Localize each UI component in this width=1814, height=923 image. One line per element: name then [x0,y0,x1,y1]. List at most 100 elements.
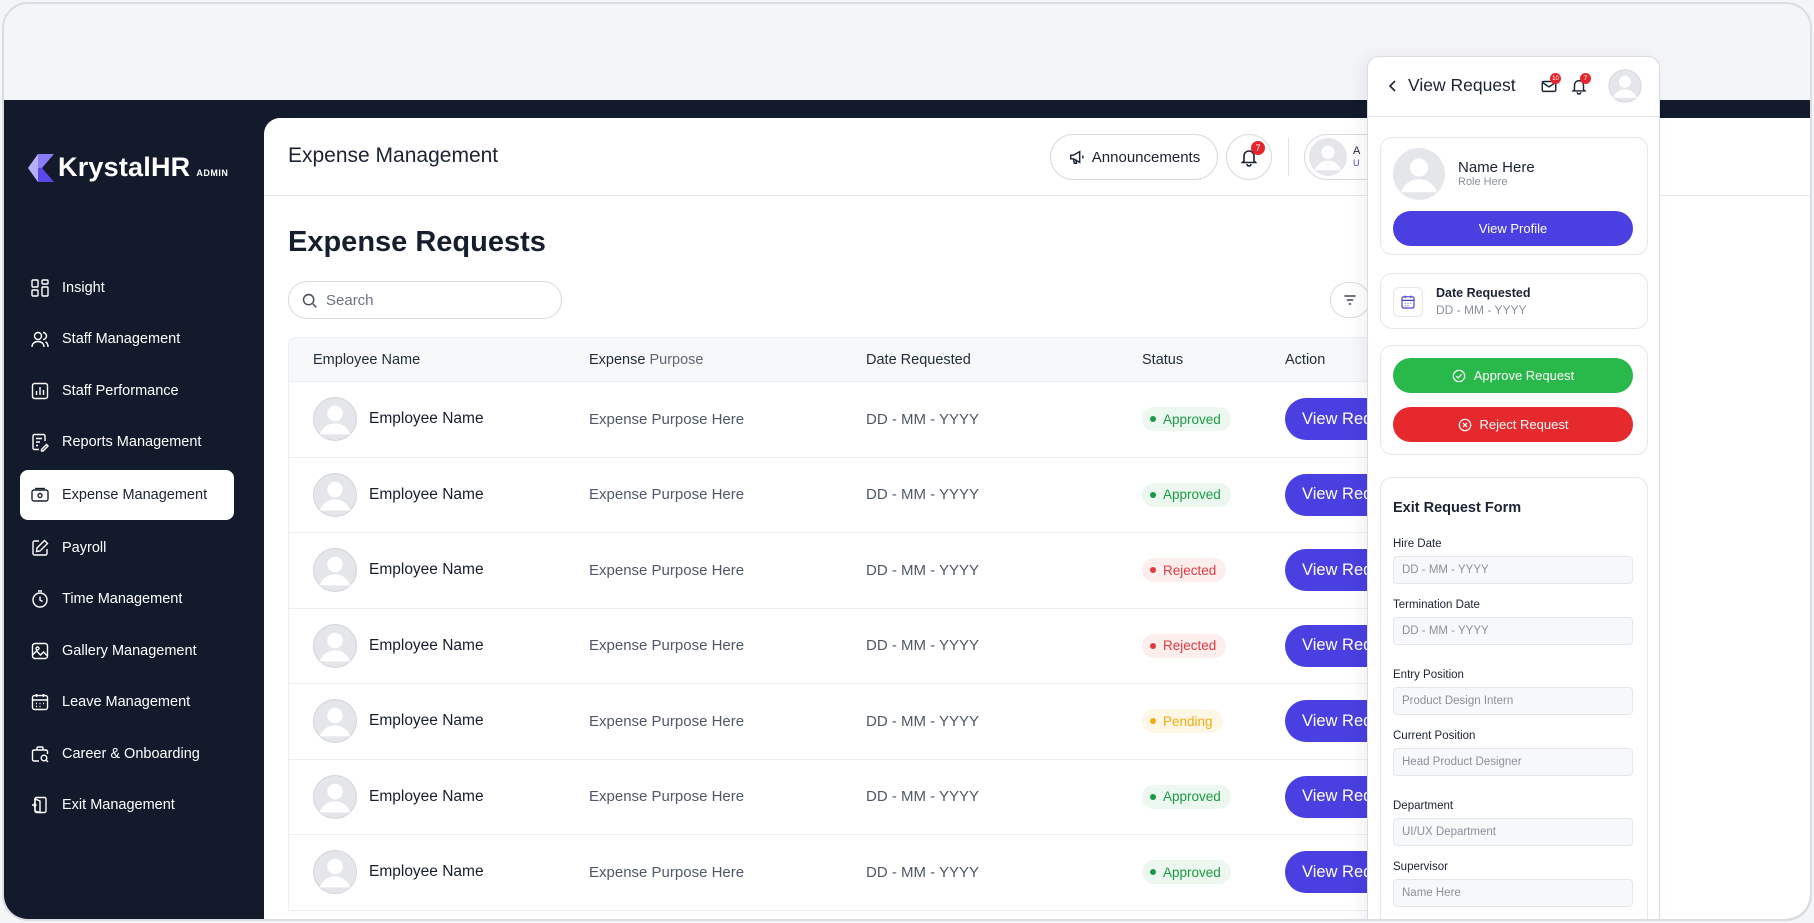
grid-icon [30,278,50,298]
department-field[interactable]: UI/UX Department [1393,818,1633,846]
current-position-label: Current Position [1393,730,1476,742]
hire-date-field[interactable]: DD - MM - YYYY [1393,556,1633,584]
exit-icon [30,795,50,815]
search-input[interactable] [326,291,546,309]
sidebar-item-label: Payroll [62,539,107,556]
sidebar-item-label: Career & Onboarding [62,745,200,762]
sidebar-item-payroll[interactable]: Payroll [20,522,234,574]
col-purpose-first: Expense [589,351,646,368]
expense-purpose: Expense Purpose Here [589,788,745,806]
table-body: Employee Name Expense Purpose Here DD - MM… [288,382,1425,911]
reject-request-button[interactable]: Reject Request [1393,407,1633,442]
filter-button[interactable] [1330,282,1370,318]
sidebar-item-insight[interactable]: Insight [20,262,234,314]
date-requested: DD - MM - YYYY [866,486,980,504]
report-icon [30,432,50,452]
department-label: Department [1393,800,1454,812]
sidebar-nav: Insight Staff Management Staff Performan… [20,262,234,831]
status-badge: Approved [1142,784,1231,809]
employee-name: Employee Name [369,561,484,579]
status-dot [1150,869,1156,876]
employee-name: Employee Name [369,410,484,428]
status-label: Approved [1163,487,1221,503]
date-requested: DD - MM - YYYY [866,637,980,655]
panel-notifications-button[interactable]: 7 [1570,73,1591,95]
calendar-icon [30,692,50,712]
user-role: U [1353,158,1360,168]
supervisor-label: Supervisor [1393,861,1448,873]
table-row: Employee Name Expense Purpose Here DD - MM… [288,608,1425,684]
sidebar-item-reports-management[interactable]: Reports Management [20,417,234,469]
avatar [313,472,357,517]
termination-date-field[interactable]: DD - MM - YYYY [1393,617,1633,645]
announcements-button[interactable]: Announcements [1050,134,1218,180]
avatar[interactable] [1608,69,1642,103]
status-dot [1150,567,1156,574]
status-badge: Pending [1142,709,1223,734]
employee-name: Employee Name [369,485,484,503]
status-badge: Rejected [1142,558,1227,583]
table-row: Employee Name Expense Purpose Here DD - MM… [288,684,1425,760]
status-label: Approved [1163,864,1221,880]
sidebar-item-expense-management[interactable]: Expense Management [20,470,234,520]
status-badge: Approved [1142,860,1231,885]
sidebar-item-label: Gallery Management [62,642,197,659]
date-requested-card: Date Requested DD - MM - YYYY [1380,273,1648,329]
date-requested: DD - MM - YYYY [866,561,980,579]
sidebar-item-exit-management[interactable]: Exit Management [20,780,234,832]
sidebar-item-leave-management[interactable]: Leave Management [20,677,234,729]
table-row: Employee Name Expense Purpose Here DD - MM… [288,835,1425,911]
status-label: Rejected [1163,638,1217,654]
chevron-left-icon[interactable] [1386,79,1400,93]
brand-logo[interactable]: KrystalHR ADMIN [28,152,228,183]
form-title: Exit Request Form [1393,500,1522,516]
notifications-button[interactable]: 7 [1226,134,1272,180]
col-expense-purpose[interactable]: Expense Purpose [589,352,703,368]
employee-cell: Employee Name [313,397,484,442]
entry-position-label: Entry Position [1393,669,1464,681]
approve-request-button[interactable]: Approve Request [1393,358,1633,393]
expense-table: Employee Name Expense Purpose Date Reque… [288,337,1425,911]
status-badge: Approved [1142,407,1231,432]
sidebar-item-label: Exit Management [62,797,175,814]
view-request-panel: View Request 10 7 Name Here Role Here Vi… [1367,56,1660,919]
status-dot [1150,642,1156,649]
status-label: Rejected [1163,562,1217,578]
approve-label: Approve Request [1473,368,1575,383]
sidebar-item-staff-performance[interactable]: Staff Performance [20,365,234,417]
status-label: Approved [1163,789,1221,805]
supervisor-field[interactable]: Name Here [1393,879,1633,907]
filter-icon [1344,295,1356,305]
notification-badge: 7 [1251,141,1265,155]
status-dot [1150,793,1156,800]
hire-date-label: Hire Date [1393,538,1442,550]
employee-name: Employee Name [369,712,484,730]
section-title: Expense Requests [288,226,546,258]
sidebar-item-time-management[interactable]: Time Management [20,574,234,626]
date-requested: DD - MM - YYYY [866,410,980,428]
profile-role: Role Here [1458,176,1508,188]
table-row: Employee Name Expense Purpose Here DD - MM… [288,759,1425,835]
mail-button[interactable]: 10 [1540,73,1561,95]
sidebar-item-gallery-management[interactable]: Gallery Management [20,625,234,677]
avatar [313,699,357,744]
col-action[interactable]: Action [1285,351,1326,368]
search-box[interactable] [288,281,562,319]
col-status[interactable]: Status [1142,351,1184,368]
col-employee-name[interactable]: Employee Name [313,351,421,368]
user-name: A [1353,145,1361,157]
sidebar-item-career-onboarding[interactable]: Career & Onboarding [20,728,234,780]
avatar [1393,148,1445,200]
avatar [313,548,357,593]
employee-name: Employee Name [369,863,484,881]
date-requested-value: DD - MM - YYYY [1436,303,1527,317]
view-profile-button[interactable]: View Profile [1393,211,1633,246]
date-requested-label: Date Requested [1436,286,1531,300]
sidebar-item-staff-management[interactable]: Staff Management [20,314,234,366]
status-dot [1150,718,1156,725]
search-icon [302,293,317,308]
current-position-field[interactable]: Head Product Designer [1393,748,1633,776]
col-date-requested[interactable]: Date Requested [866,351,971,368]
entry-position-field[interactable]: Product Design Intern [1393,687,1633,715]
